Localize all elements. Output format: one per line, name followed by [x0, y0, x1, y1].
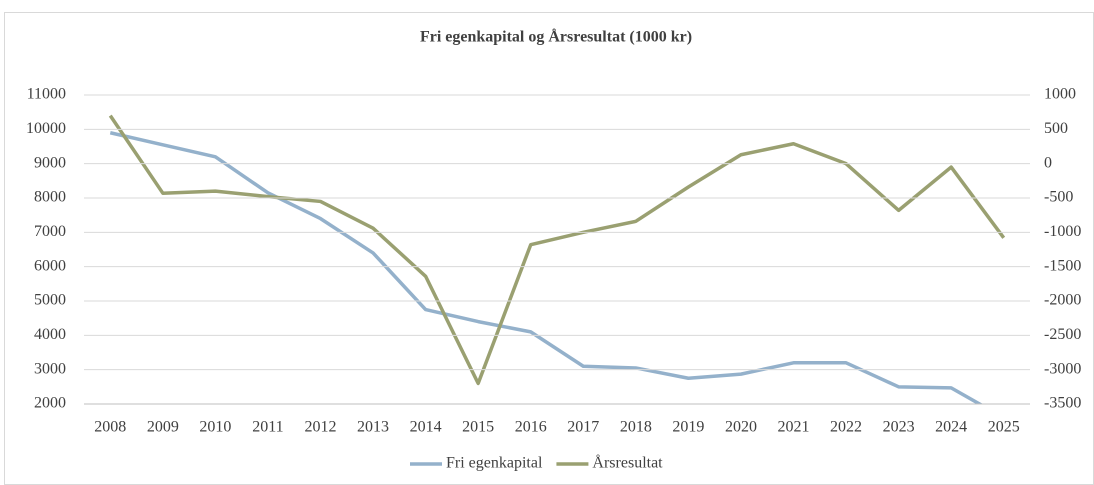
y-tick-label: 4000 [34, 326, 66, 343]
x-tick-label: 2009 [147, 419, 179, 436]
x-tick-label: 2017 [567, 419, 599, 436]
x-tick-label: 2010 [199, 419, 231, 436]
x-tick-label: 2021 [778, 419, 810, 436]
y-tick-label: 3000 [34, 360, 66, 377]
y2-tick-label: 0 [1044, 154, 1052, 171]
y-tick-label: 5000 [34, 292, 66, 309]
x-tick-label: 2014 [410, 419, 442, 436]
y2-tick-label: 500 [1044, 120, 1068, 137]
y2-tick-label: -3000 [1044, 360, 1081, 377]
y2-tick-label: -1500 [1044, 257, 1081, 274]
x-tick-label: 2013 [357, 419, 389, 436]
x-tick-label: 2016 [515, 419, 547, 436]
y-tick-label: 2000 [34, 395, 66, 412]
y2-tick-label: -3500 [1044, 395, 1081, 412]
series-line [109, 131, 984, 404]
legend-label: Årsresultat [592, 454, 663, 472]
legend-label: Fri egenkapital [446, 455, 543, 472]
x-tick-label: 2015 [462, 419, 494, 436]
x-tick-label: 2023 [883, 419, 915, 436]
plot-lines [108, 114, 1006, 404]
y-tick-label: 8000 [34, 189, 66, 206]
y2-tick-label: -1000 [1044, 223, 1081, 240]
y-tick-label: 6000 [34, 257, 66, 274]
x-tick-label: 2012 [305, 419, 337, 436]
x-tick-label: 2011 [252, 419, 283, 436]
y-tick-label: 7000 [34, 223, 66, 240]
series-line [108, 114, 1006, 386]
x-tick-label: 2020 [725, 419, 757, 436]
y2-tick-label: -2000 [1044, 292, 1081, 309]
x-tick-label: 2008 [94, 419, 126, 436]
chart-title: Fri egenkapital og Årsresultat (1000 kr) [420, 28, 692, 46]
y-tick-label: 11000 [27, 86, 66, 103]
y-tick-label: 9000 [34, 154, 66, 171]
y2-tick-label: -2500 [1044, 326, 1081, 343]
y-tick-label: 10000 [26, 120, 66, 137]
y2-tick-label: -500 [1044, 189, 1073, 206]
x-tick-label: 2019 [672, 419, 704, 436]
chart-border [4, 12, 1094, 485]
x-tick-label: 2018 [620, 419, 652, 436]
y2-tick-label: 1000 [1044, 86, 1076, 103]
x-tick-label: 2022 [830, 419, 862, 436]
x-tick-label: 2024 [935, 419, 967, 436]
x-tick-label: 2025 [988, 419, 1020, 436]
